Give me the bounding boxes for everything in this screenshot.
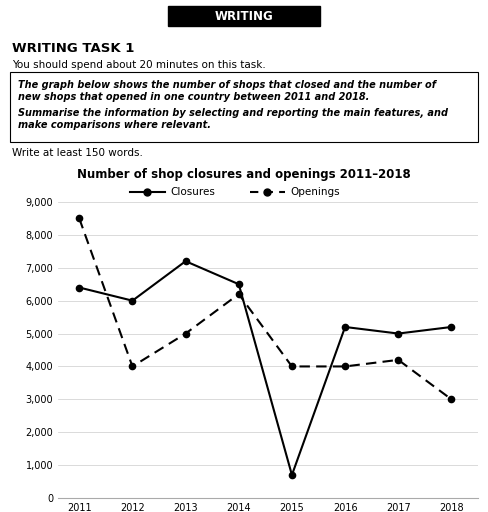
Text: WRITING TASK 1: WRITING TASK 1: [12, 42, 134, 55]
Text: Write at least 150 words.: Write at least 150 words.: [12, 148, 143, 158]
Text: Summarise the information by selecting and reporting the main features, and: Summarise the information by selecting a…: [18, 108, 448, 118]
Text: You should spend about 20 minutes on this task.: You should spend about 20 minutes on thi…: [12, 60, 266, 70]
Text: make comparisons where relevant.: make comparisons where relevant.: [18, 120, 211, 130]
Text: WRITING: WRITING: [215, 10, 273, 23]
Text: Closures: Closures: [170, 187, 215, 197]
Bar: [168, 6, 320, 26]
Bar: [10, 72, 478, 142]
Text: Openings: Openings: [290, 187, 340, 197]
Text: The graph below shows the number of shops that closed and the number of: The graph below shows the number of shop…: [18, 80, 436, 90]
Text: Number of shop closures and openings 2011–2018: Number of shop closures and openings 201…: [77, 168, 411, 181]
Text: new shops that opened in one country between 2011 and 2018.: new shops that opened in one country bet…: [18, 92, 369, 102]
